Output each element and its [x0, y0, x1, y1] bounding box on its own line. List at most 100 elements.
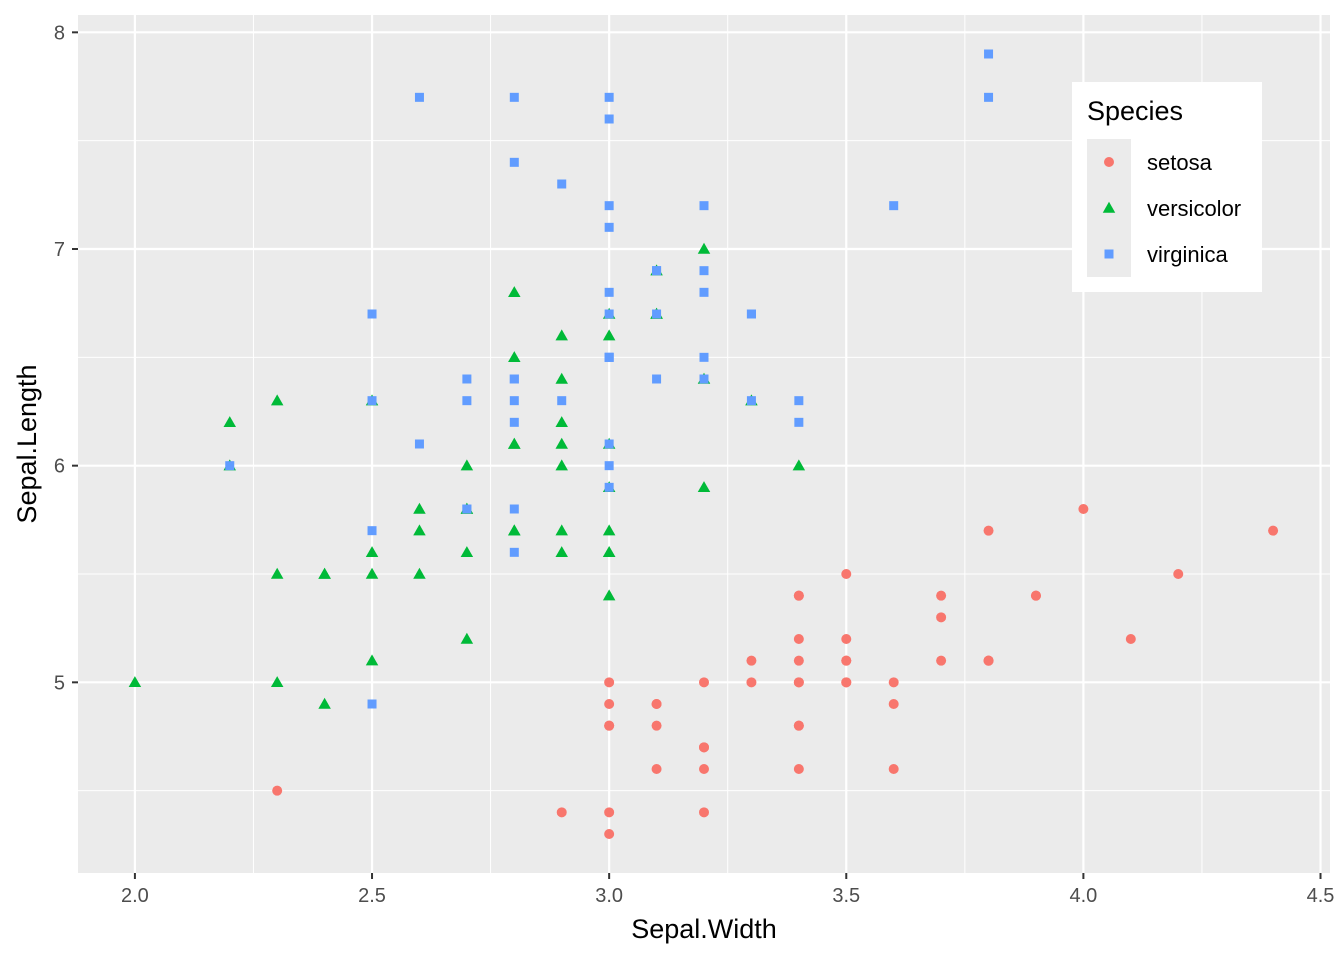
- data-point-setosa: [1078, 504, 1089, 514]
- data-point-versicolor: [697, 481, 711, 493]
- data-point-virginica: [652, 266, 662, 276]
- data-point-virginica: [746, 309, 756, 319]
- data-point-virginica: [414, 439, 424, 449]
- legend-key-versicolor: [1102, 201, 1116, 213]
- data-point-virginica: [509, 417, 519, 427]
- data-point-virginica: [746, 396, 756, 406]
- data-point-versicolor: [460, 459, 474, 471]
- data-point-setosa: [936, 612, 947, 623]
- data-point-versicolor: [413, 567, 426, 579]
- data-point-versicolor: [460, 546, 474, 558]
- data-point-setosa: [1173, 569, 1184, 579]
- data-point-virginica: [604, 92, 614, 102]
- data-point-versicolor: [413, 502, 426, 514]
- data-point-virginica: [604, 439, 614, 449]
- data-point-virginica: [557, 179, 567, 189]
- data-point-versicolor: [365, 546, 379, 558]
- x-tick-label: 2.5: [358, 885, 386, 907]
- x-tick-label: 4.5: [1307, 885, 1335, 907]
- data-point-setosa: [983, 525, 994, 536]
- data-point-virginica: [794, 417, 804, 427]
- data-point-virginica: [604, 352, 614, 362]
- data-point-setosa: [1030, 590, 1041, 601]
- data-point-virginica: [225, 461, 235, 471]
- data-point-versicolor: [365, 654, 379, 666]
- data-point-versicolor: [555, 459, 568, 471]
- legend: Species setosa versicolor virginica: [1072, 82, 1262, 292]
- data-point-virginica: [652, 309, 662, 319]
- data-point-versicolor: [318, 567, 331, 579]
- legend-label-setosa: setosa: [1147, 150, 1213, 175]
- data-point-virginica: [604, 461, 614, 471]
- legend-key-setosa: [1104, 157, 1114, 167]
- data-points: [128, 49, 1279, 839]
- data-point-versicolor: [555, 329, 568, 341]
- data-point-setosa: [841, 569, 852, 579]
- data-point-virginica: [699, 352, 709, 362]
- data-point-versicolor: [508, 524, 521, 536]
- data-point-virginica: [557, 396, 567, 406]
- data-point-setosa: [556, 807, 567, 818]
- data-point-setosa: [604, 720, 615, 731]
- data-point-versicolor: [602, 546, 616, 558]
- data-point-versicolor: [555, 416, 568, 428]
- data-point-virginica: [367, 699, 377, 709]
- data-point-virginica: [889, 201, 899, 211]
- data-point-versicolor: [128, 676, 142, 688]
- data-point-virginica: [509, 504, 519, 514]
- data-point-setosa: [888, 699, 899, 709]
- data-point-setosa: [272, 785, 283, 796]
- x-tick-label: 3.0: [595, 885, 623, 907]
- data-point-virginica: [984, 92, 994, 102]
- data-point-setosa: [604, 677, 615, 688]
- data-point-versicolor: [602, 329, 616, 341]
- axes: 2.0 2.5 3.0 3.5 4.0 4.5 5 6 7 8: [54, 22, 1335, 907]
- data-point-versicolor: [602, 589, 616, 601]
- data-point-setosa: [1125, 634, 1136, 644]
- data-point-virginica: [367, 309, 377, 319]
- data-point-setosa: [699, 764, 709, 774]
- data-point-virginica: [462, 504, 472, 514]
- data-point-setosa: [793, 590, 804, 601]
- legend-title: Species: [1087, 96, 1183, 126]
- data-point-versicolor: [270, 676, 284, 688]
- data-point-virginica: [604, 114, 614, 124]
- data-point-virginica: [699, 374, 709, 384]
- data-point-virginica: [367, 396, 377, 406]
- data-point-versicolor: [555, 437, 568, 449]
- data-point-setosa: [746, 655, 757, 666]
- data-point-versicolor: [508, 351, 521, 363]
- data-point-virginica: [604, 482, 614, 492]
- data-point-virginica: [509, 547, 519, 557]
- data-point-setosa: [888, 677, 899, 688]
- data-point-versicolor: [555, 546, 568, 558]
- data-point-setosa: [1268, 525, 1279, 536]
- x-tick-label: 3.5: [832, 885, 860, 907]
- data-point-setosa: [841, 677, 852, 688]
- legend-label-virginica: virginica: [1147, 242, 1228, 267]
- grid-lines: [78, 15, 1330, 873]
- data-point-virginica: [652, 374, 662, 384]
- data-point-versicolor: [270, 567, 284, 579]
- data-point-setosa: [699, 677, 709, 688]
- data-point-setosa: [793, 764, 804, 774]
- data-point-setosa: [604, 807, 615, 818]
- data-point-setosa: [793, 634, 804, 644]
- data-point-versicolor: [318, 697, 331, 709]
- data-point-setosa: [983, 655, 994, 666]
- y-tick-label: 8: [54, 22, 65, 44]
- data-point-setosa: [936, 590, 947, 601]
- data-point-setosa: [936, 655, 947, 666]
- data-point-virginica: [604, 287, 614, 297]
- data-point-virginica: [462, 374, 472, 384]
- data-point-virginica: [509, 92, 519, 102]
- data-point-setosa: [746, 677, 757, 688]
- x-axis-title: Sepal.Width: [631, 914, 777, 944]
- data-point-versicolor: [508, 286, 521, 298]
- data-point-versicolor: [460, 632, 474, 644]
- data-point-setosa: [699, 807, 709, 818]
- data-point-versicolor: [508, 437, 521, 449]
- y-tick-label: 6: [54, 456, 65, 478]
- data-point-virginica: [604, 201, 614, 211]
- data-point-virginica: [984, 49, 994, 59]
